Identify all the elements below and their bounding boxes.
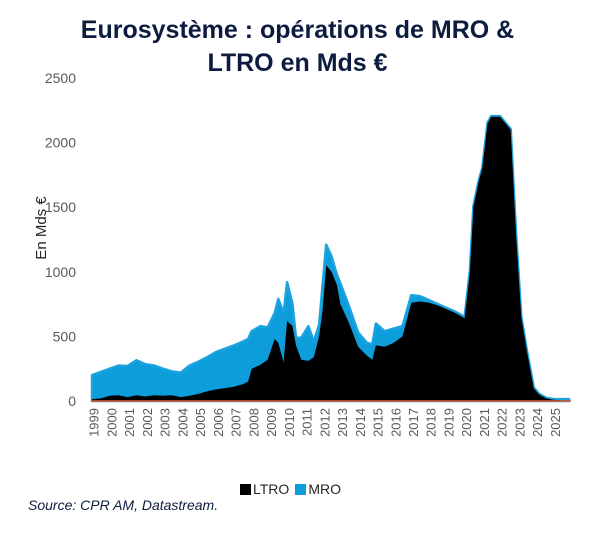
x-axis: 1999 2000 2001 2002 2003 2004 2005 2006 2007 2008… — [87, 408, 563, 437]
x-tick-label: 2021 — [477, 408, 492, 437]
y-tick-label: 0 — [68, 393, 76, 409]
x-tick-label: 2018 — [424, 408, 439, 437]
x-tick-label: 2000 — [104, 408, 119, 437]
chart-title-line-2: LTRO en Mds € — [207, 49, 388, 77]
x-tick-label: 2024 — [530, 408, 545, 437]
x-tick-label: 2019 — [441, 408, 456, 437]
legend-item-ltro: LTRO — [240, 481, 289, 497]
x-tick-label: 2007 — [229, 408, 244, 437]
x-tick-label: 2004 — [175, 408, 190, 437]
legend-label-ltro: LTRO — [253, 481, 290, 497]
x-tick-label: 2016 — [388, 408, 403, 437]
x-tick-label: 2017 — [406, 408, 421, 437]
legend-item-mro: MRO — [295, 481, 341, 497]
x-tick-label: 2003 — [158, 408, 173, 437]
chart-title: Eurosystème : opérations de MRO & LTRO e… — [0, 14, 595, 80]
x-tick-label: 2002 — [140, 408, 155, 437]
chart-title-line-1: Eurosystème : opérations de MRO & — [80, 16, 515, 44]
x-tick-label: 2023 — [512, 408, 527, 437]
y-tick-label: 500 — [53, 328, 77, 344]
x-tick-label: 2025 — [548, 408, 563, 437]
legend-label-mro: MRO — [308, 481, 341, 497]
x-tick-label: 2011 — [300, 408, 315, 436]
y-axis: 0 500 1000 1500 2000 2500 — [45, 70, 76, 409]
y-tick-label: 1000 — [45, 264, 76, 280]
ltro-area — [92, 116, 570, 402]
x-tick-label: 2012 — [317, 408, 332, 437]
x-tick-label: 2020 — [459, 408, 474, 437]
source-note: Source: CPR AM, Datastream. — [28, 497, 219, 513]
x-tick-label: 2014 — [353, 408, 368, 437]
legend: LTRO MRO — [240, 481, 347, 497]
x-tick-label: 1999 — [87, 408, 102, 437]
x-tick-label: 2022 — [495, 408, 510, 437]
x-tick-label: 2010 — [282, 408, 297, 437]
legend-swatch-ltro — [240, 483, 251, 495]
x-tick-label: 2013 — [335, 408, 350, 437]
x-tick-label: 2008 — [246, 408, 261, 437]
y-axis-label: En Mds € — [33, 196, 50, 260]
series-layer — [90, 114, 571, 403]
x-tick-label: 2001 — [122, 408, 137, 437]
x-tick-label: 2006 — [211, 408, 226, 437]
y-tick-label: 2500 — [45, 70, 76, 86]
y-tick-label: 2000 — [45, 135, 76, 151]
y-tick-label: 1500 — [45, 199, 76, 215]
x-tick-label: 2009 — [264, 408, 279, 437]
x-tick-label: 2005 — [193, 408, 208, 437]
x-tick-label: 2015 — [371, 408, 386, 437]
legend-swatch-mro — [295, 483, 307, 495]
